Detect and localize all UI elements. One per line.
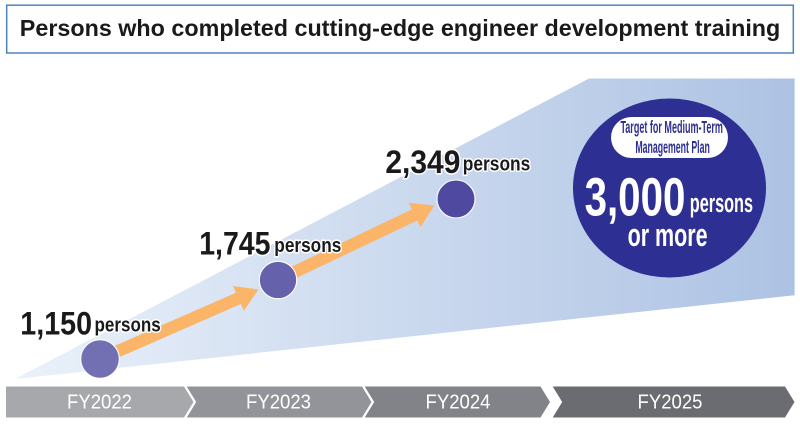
svg-text:3,000: 3,000 bbox=[585, 167, 686, 227]
svg-text:Persons who completed cutting-: Persons who completed cutting-edge engin… bbox=[20, 15, 781, 41]
svg-text:persons: persons bbox=[690, 190, 753, 218]
svg-text:1,745: 1,745 bbox=[199, 226, 270, 262]
svg-text:or more: or more bbox=[628, 217, 708, 253]
svg-text:persons: persons bbox=[274, 235, 341, 257]
svg-text:persons: persons bbox=[463, 153, 531, 175]
svg-text:Management Plan: Management Plan bbox=[635, 137, 710, 157]
svg-text:FY2022: FY2022 bbox=[67, 392, 132, 414]
svg-text:1,150: 1,150 bbox=[20, 306, 92, 342]
svg-text:persons: persons bbox=[95, 314, 161, 336]
svg-text:FY2025: FY2025 bbox=[638, 392, 703, 414]
svg-text:FY2023: FY2023 bbox=[246, 392, 311, 414]
svg-text:FY2024: FY2024 bbox=[426, 392, 491, 414]
svg-text:2,349: 2,349 bbox=[385, 144, 460, 180]
svg-text:Target for Medium-Term: Target for Medium-Term bbox=[620, 117, 723, 137]
